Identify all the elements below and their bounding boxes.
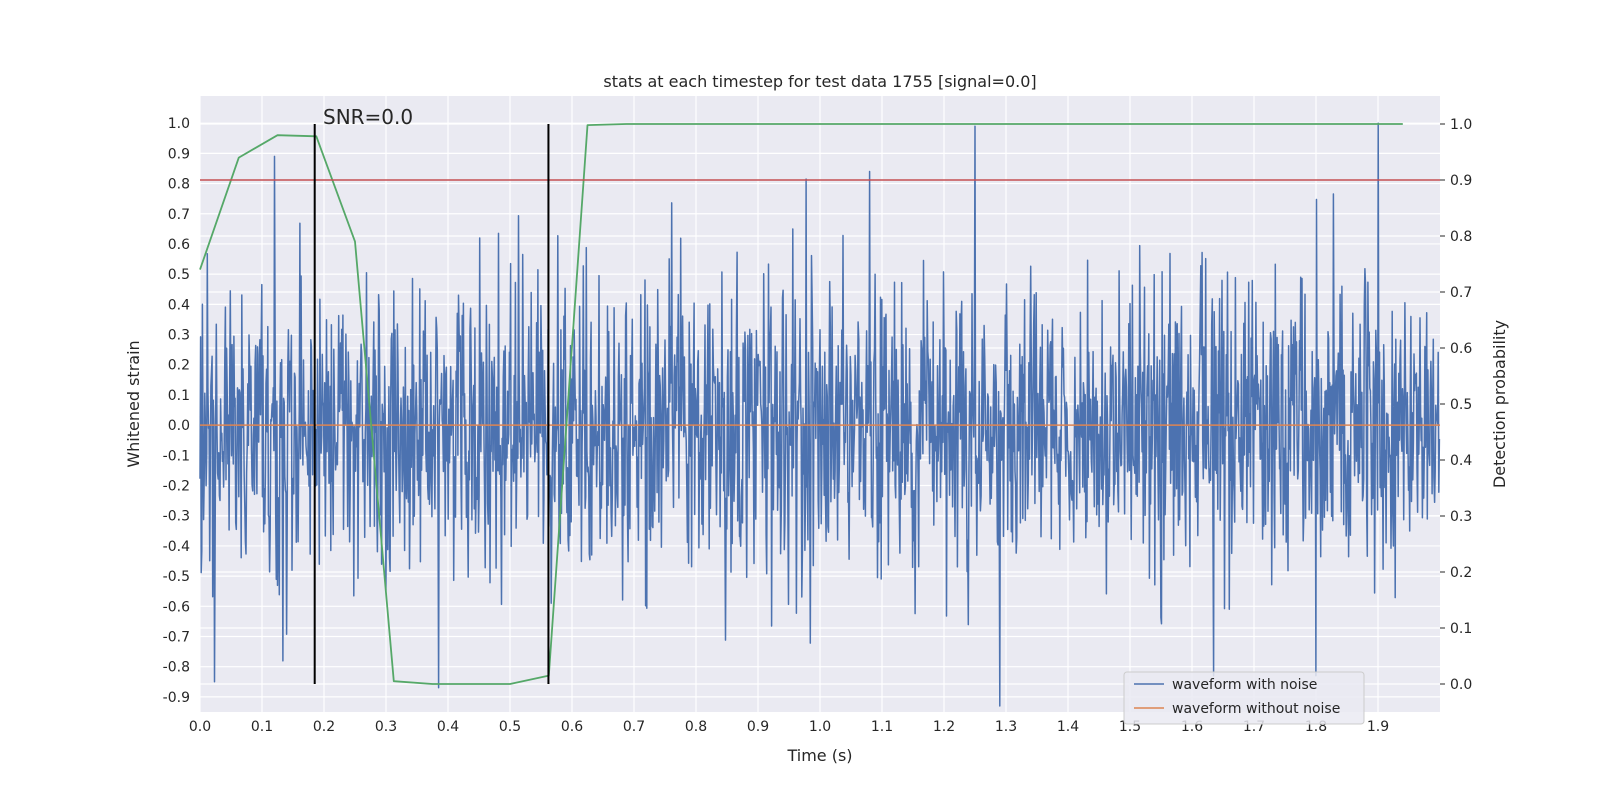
x-tick-label: 1.2 — [933, 719, 955, 735]
y-tick-label: -0.3 — [163, 509, 190, 525]
x-tick-label: 1.0 — [809, 719, 831, 735]
y2-tick-label: 1.0 — [1450, 117, 1472, 133]
series-line-noise — [199, 122, 1441, 707]
y2-tick-label: 0.6 — [1450, 341, 1472, 357]
x-tick-label: 0.9 — [747, 719, 769, 735]
x-tick-label: 0.4 — [437, 719, 459, 735]
y2-tick-label: 0.5 — [1450, 397, 1472, 413]
y-tick-label: 0.4 — [168, 297, 190, 313]
y-axis-label: Whitened strain — [124, 340, 143, 467]
legend-label-noise: waveform with noise — [1172, 677, 1317, 693]
y-tick-label: -0.2 — [163, 479, 190, 495]
y-tick-label: 0.0 — [168, 418, 190, 434]
snr-annotation: SNR=0.0 — [323, 105, 413, 129]
x-tick-label: 1.1 — [871, 719, 893, 735]
x-tick-label: 0.8 — [685, 719, 707, 735]
y-tick-label: 0.9 — [168, 146, 190, 162]
y2-tick-label: 0.8 — [1450, 229, 1472, 245]
y-tick-label: 0.2 — [168, 358, 190, 374]
y-tick-label: -0.8 — [163, 660, 190, 676]
y-tick-label: -0.7 — [163, 630, 190, 646]
y-tick-label: -0.1 — [163, 448, 190, 464]
y-tick-label: -0.4 — [163, 539, 190, 555]
x-tick-label: 0.0 — [189, 719, 211, 735]
y-tick-label: 1.0 — [168, 116, 190, 132]
y-tick-label: 0.3 — [168, 328, 190, 344]
y-tick-label: 0.5 — [168, 267, 190, 283]
y2-tick-label: 0.7 — [1450, 285, 1472, 301]
y-tick-label: 0.8 — [168, 177, 190, 193]
y-tick-label: 0.1 — [168, 388, 190, 404]
x-tick-label: 0.1 — [251, 719, 273, 735]
ticks-layer: 0.0 0.1 0.2 0.3 0.4 0.5 0.6 0.7 0.8 0.9 1.0 1.1 1.2 1… — [163, 116, 1473, 735]
x-tick-label: 1.3 — [995, 719, 1017, 735]
y2-tick-label: 0.2 — [1450, 565, 1472, 581]
y-tick-label: 0.7 — [168, 207, 190, 223]
x-tick-label: 0.5 — [499, 719, 521, 735]
x-tick-label: 1.4 — [1057, 719, 1079, 735]
y2-axis-label: Detection probability — [1490, 320, 1509, 488]
y-tick-label: -0.9 — [163, 690, 190, 706]
y-tick-label: -0.6 — [163, 599, 190, 615]
legend-box — [1123, 671, 1365, 725]
x-tick-label: 1.9 — [1367, 719, 1389, 735]
y-tick-label: -0.5 — [163, 569, 190, 585]
y2-tick-label: 0.9 — [1450, 173, 1472, 189]
legend: waveform with noise waveform without noi… — [1123, 671, 1365, 725]
chart-title: stats at each timestep for test data 175… — [603, 72, 1036, 91]
y2-tick-label: 0.4 — [1450, 453, 1472, 469]
x-tick-label: 0.3 — [375, 719, 397, 735]
x-tick-label: 0.7 — [623, 719, 645, 735]
y2-tick-label: 0.3 — [1450, 509, 1472, 525]
y2-tick-label: 0.0 — [1450, 677, 1472, 693]
series-layer — [199, 122, 1441, 707]
legend-label-clean: waveform without noise — [1172, 701, 1340, 717]
x-tick-label: 0.2 — [313, 719, 335, 735]
x-axis-label: Time (s) — [786, 746, 852, 765]
y2-tick-label: 0.1 — [1450, 621, 1472, 637]
y-tick-label: 0.6 — [168, 237, 190, 253]
x-tick-label: 0.6 — [561, 719, 583, 735]
